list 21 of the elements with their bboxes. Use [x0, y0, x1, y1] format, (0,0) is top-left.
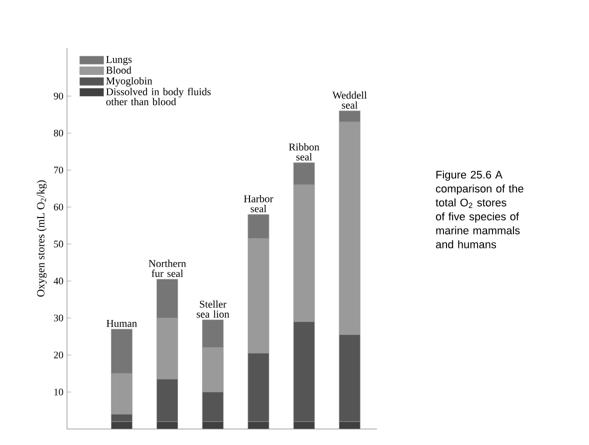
- x-tick-label: Steller sea lion: [196, 300, 230, 318]
- legend-label: Blood: [106, 66, 132, 74]
- y-tick-label: 50: [54, 240, 64, 248]
- x-tick-label: Weddell seal: [332, 91, 367, 109]
- legend-label: Myoglobin: [106, 77, 152, 87]
- x-tick-label: Northern fur seal: [148, 260, 186, 277]
- legend-label: Dissolved in body fluids other than blood: [106, 88, 211, 106]
- y-tick-label: 10: [54, 388, 64, 396]
- y-tick-label: 60: [54, 204, 64, 210]
- legend-label: Lungs: [106, 56, 132, 66]
- y-tick-label: 90: [54, 92, 64, 100]
- x-tick-label: Human: [106, 320, 137, 327]
- y-tick-label: 30: [54, 314, 64, 322]
- y-tick-label: 80: [54, 130, 64, 136]
- y-axis-title: Oxygen stores (mL O$_{2}$/kg): [36, 180, 47, 297]
- x-tick-label: Harbor seal: [244, 194, 274, 212]
- x-tick-label: Ribbon seal: [288, 143, 320, 160]
- caption: Figure 25.6 A comparison of the total O$_{2}$ stores of five species of marine mammals and humans: [436, 170, 524, 248]
- y-tick-label: 20: [54, 352, 64, 358]
- y-tick-label: 40: [54, 278, 64, 284]
- y-tick-label: 70: [54, 166, 64, 174]
